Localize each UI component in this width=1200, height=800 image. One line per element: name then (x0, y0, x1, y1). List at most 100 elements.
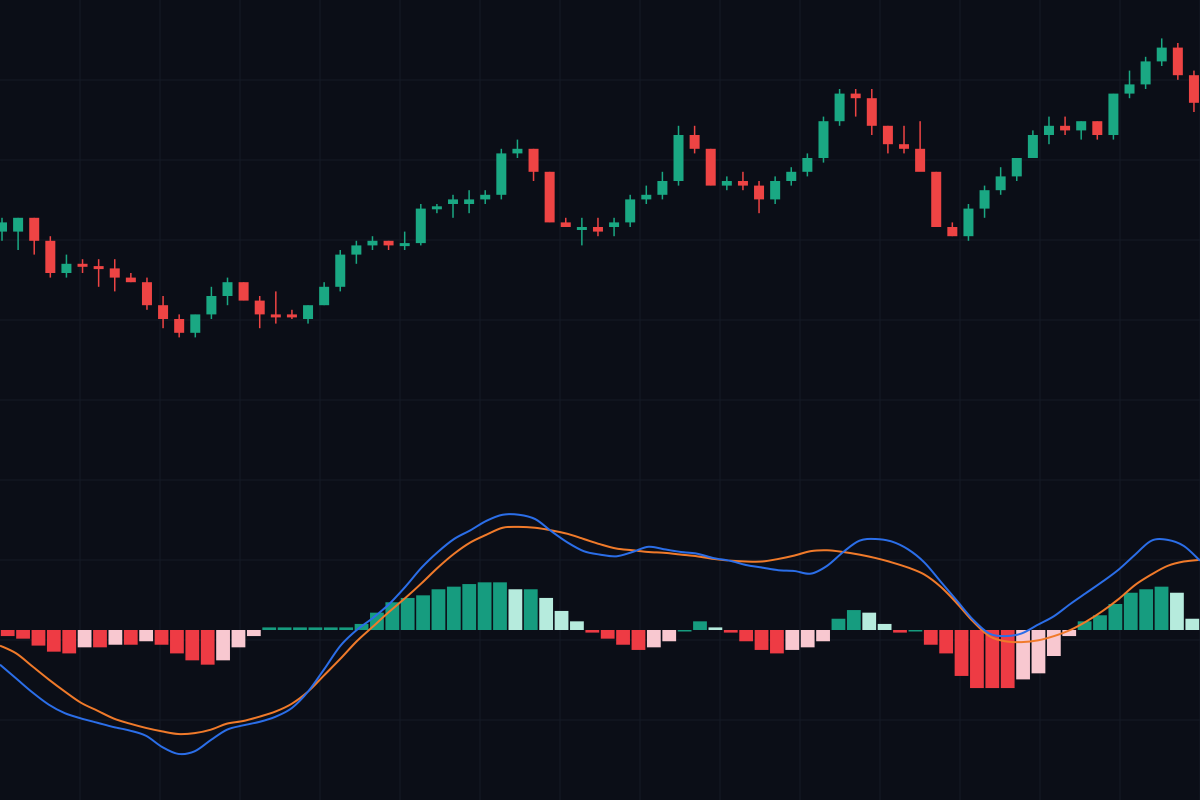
candle-down (544, 171, 555, 223)
candle-down (737, 171, 748, 191)
histogram-bar-positive (1123, 592, 1138, 630)
histogram-bar-positive (277, 627, 292, 630)
candle-body (1188, 75, 1199, 103)
candle-body (399, 243, 410, 247)
candle-body (1027, 135, 1038, 158)
candle-body (979, 190, 990, 209)
candle-down (705, 148, 716, 186)
candle-body (1156, 47, 1167, 62)
signal-line (0, 525, 1200, 736)
candle-down (689, 125, 700, 154)
histogram-bar-positive (416, 595, 430, 630)
candle-body (335, 254, 346, 287)
candle-up (206, 286, 217, 319)
candle-body (496, 153, 507, 195)
histogram-bar-positive (508, 589, 523, 630)
candle-up (190, 314, 201, 338)
candle-body (963, 208, 974, 237)
candle-down (528, 148, 539, 181)
histogram-bar-negative (139, 630, 154, 642)
candle-body (383, 240, 394, 246)
histogram-bar-positive (539, 597, 554, 630)
candle-down (1092, 121, 1103, 140)
histogram-bar-positive (293, 627, 307, 630)
candle-down (158, 296, 169, 329)
candle-down (77, 259, 88, 273)
candle-body (222, 282, 233, 296)
histogram-bar-negative (923, 630, 938, 645)
histogram-bar-negative (954, 630, 969, 676)
candle-down (141, 277, 152, 310)
candle-up (1011, 158, 1022, 181)
candle-down (931, 171, 942, 227)
candle-down (270, 291, 281, 324)
macd-line (0, 513, 1200, 756)
candle-up (399, 231, 410, 250)
histogram-bar-positive (385, 602, 400, 630)
candle-body (673, 135, 684, 181)
histogram-bar-negative (816, 630, 830, 642)
histogram-bar-negative (754, 630, 769, 650)
candle-body (657, 181, 668, 195)
candle-up (1156, 38, 1167, 66)
histogram-bar-negative (616, 630, 630, 645)
price-panel (0, 38, 1199, 338)
candle-body (754, 185, 765, 200)
histogram-bar-positive (339, 627, 354, 630)
candle-body (303, 305, 314, 319)
candle-down (947, 222, 958, 237)
candle-body (174, 319, 185, 333)
candle-up (319, 282, 330, 306)
candle-up (1076, 121, 1087, 140)
candle-down (383, 240, 394, 250)
candle-body (415, 208, 426, 244)
histogram-bar-negative (62, 630, 77, 654)
histogram-bar-positive (400, 597, 415, 630)
candle-up (786, 167, 797, 186)
candle-body (286, 314, 297, 318)
candle-down (286, 309, 297, 319)
histogram-bar-positive (262, 627, 277, 630)
candle-up (657, 171, 668, 200)
candle-up (770, 176, 781, 204)
candle-body (931, 171, 942, 227)
histogram-bar-positive (323, 627, 338, 630)
candle-body (689, 135, 700, 149)
candle-body (29, 217, 40, 241)
histogram-bar-positive (908, 630, 923, 632)
candle-up (963, 204, 974, 241)
macd-lines (0, 513, 1200, 756)
candle-body (464, 199, 475, 204)
histogram-bar-negative (785, 630, 800, 650)
candle-body (770, 181, 781, 200)
candle-body (899, 144, 910, 149)
candle-body (480, 194, 491, 200)
candle-up (979, 185, 990, 218)
candle-body (61, 263, 72, 273)
histogram-bar-positive (677, 630, 692, 632)
histogram-bar-positive (523, 589, 538, 630)
histogram-bar-negative (123, 630, 138, 645)
histogram-bar-positive (1077, 621, 1092, 630)
histogram-bar-positive (877, 623, 892, 630)
candle-up (222, 277, 233, 306)
histogram-bar-positive (862, 612, 877, 630)
candle-up (995, 167, 1006, 195)
candle-body (560, 222, 571, 227)
histogram-bar-negative (46, 630, 61, 652)
candle-body (351, 245, 362, 255)
histogram-bar-negative (939, 630, 954, 654)
candle-body (915, 148, 926, 172)
candle-down (560, 217, 571, 227)
candle-up (1043, 116, 1054, 145)
candle-body (1092, 121, 1103, 135)
candle-up (431, 204, 442, 214)
candle-up (673, 125, 684, 186)
candle-up (641, 185, 652, 204)
candle-down (915, 121, 926, 172)
candle-up (415, 204, 426, 246)
histogram-bar-positive (554, 610, 569, 630)
candle-body (1076, 121, 1087, 131)
